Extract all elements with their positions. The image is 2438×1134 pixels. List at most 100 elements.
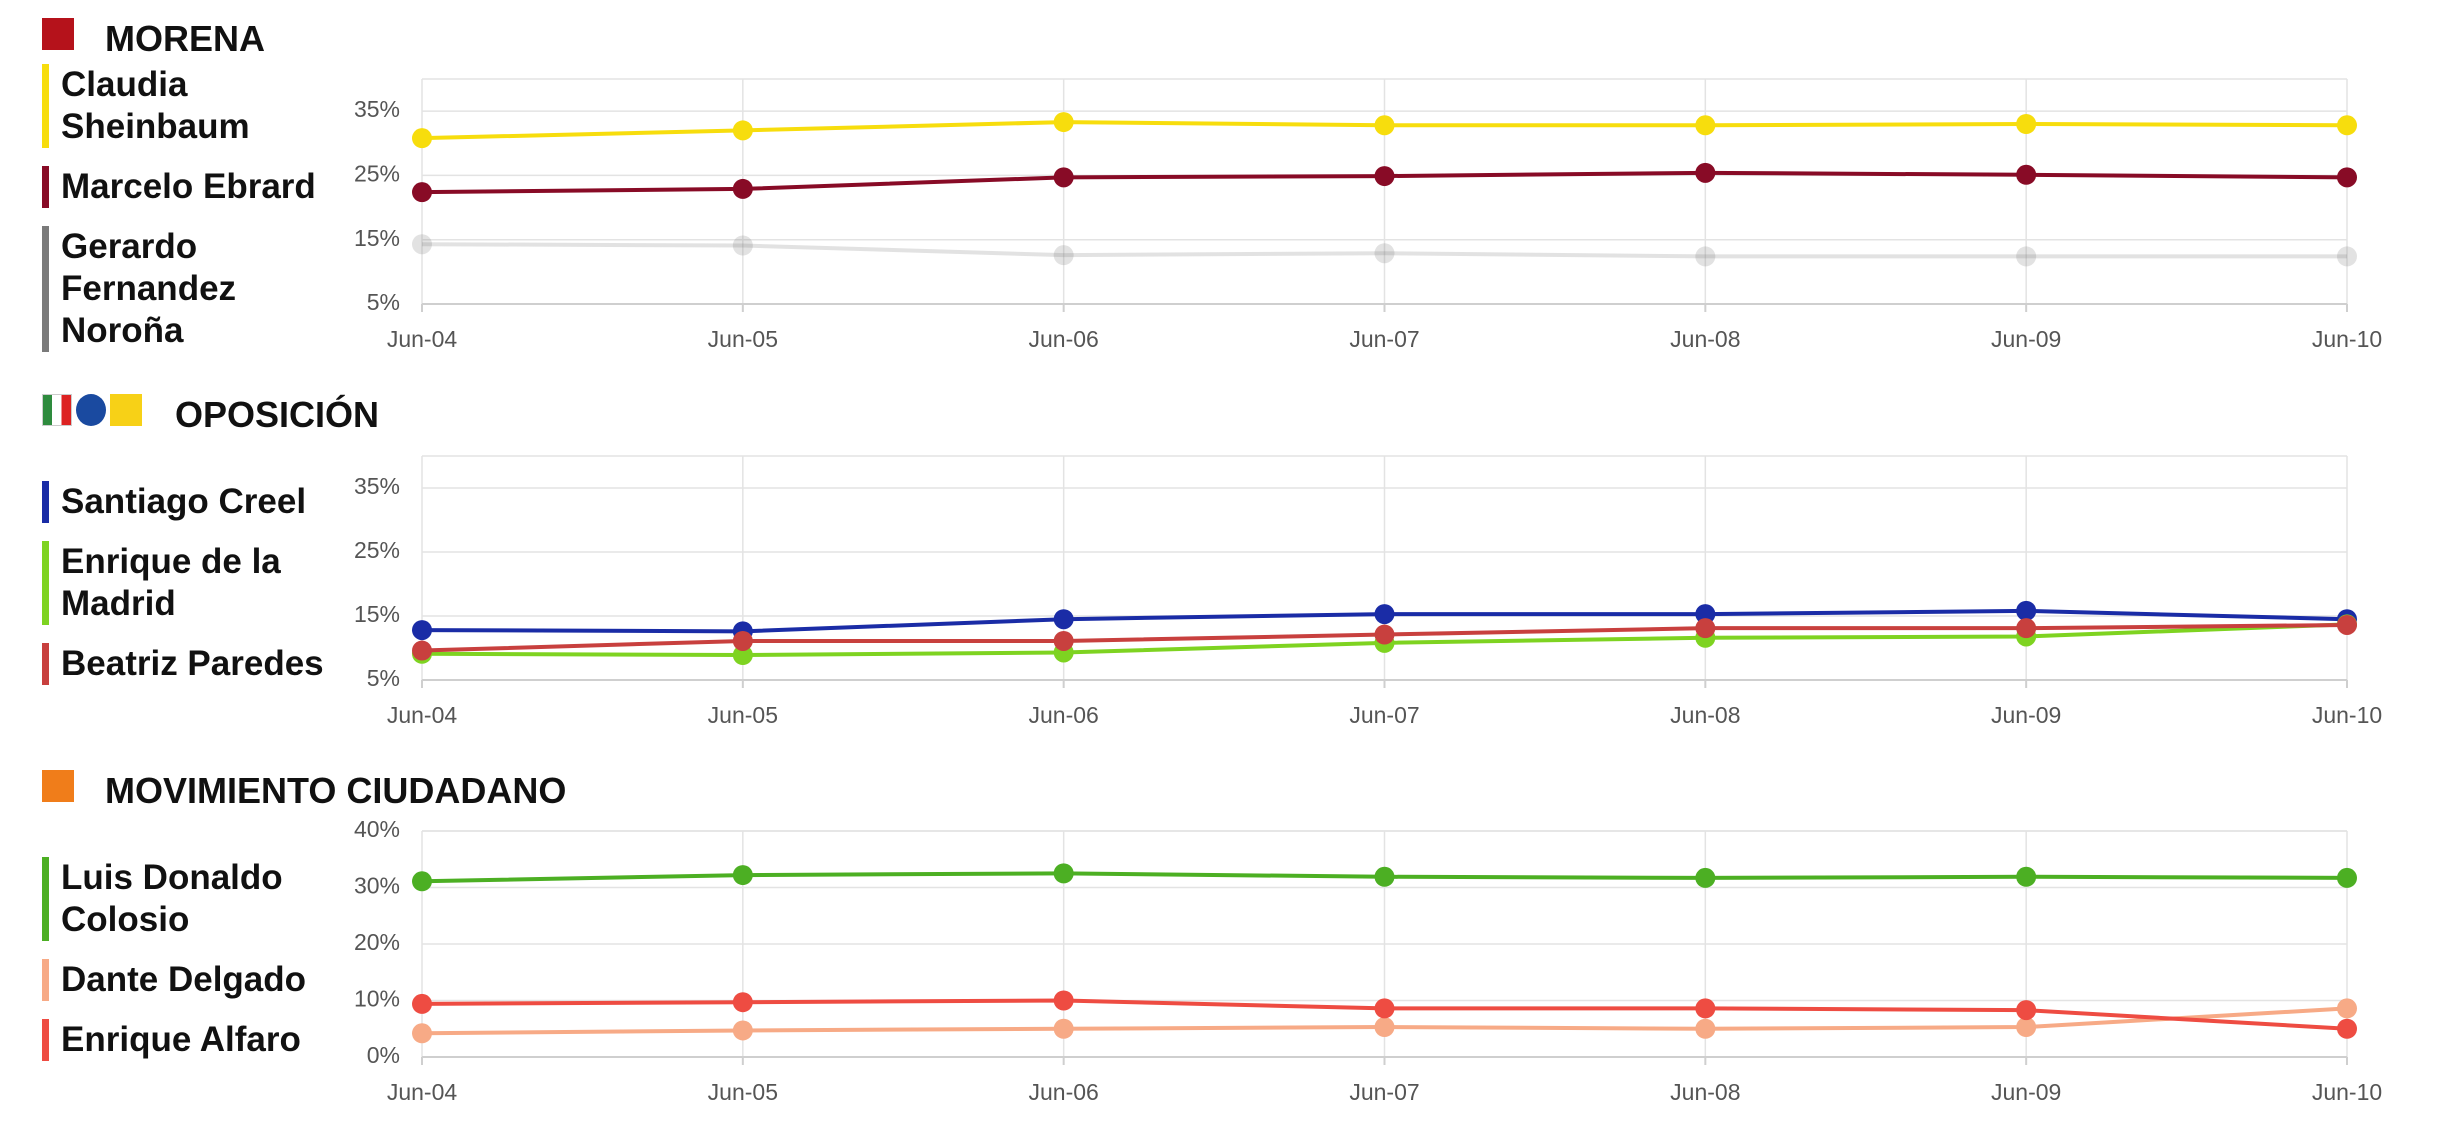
point xyxy=(732,1020,753,1041)
pan-logo xyxy=(76,394,106,426)
point xyxy=(1053,167,1074,188)
x-tick-label: Jun-07 xyxy=(1349,1079,1419,1105)
legend-item[interactable]: Dante Delgado xyxy=(42,959,342,1001)
point xyxy=(2337,1018,2357,1039)
point xyxy=(412,871,432,892)
legend-swatch xyxy=(42,226,49,352)
point xyxy=(2016,1017,2037,1038)
x-tick-label: Jun-10 xyxy=(2312,702,2382,728)
x-tick-label: Jun-09 xyxy=(1991,702,2061,728)
point xyxy=(1695,115,1716,136)
point xyxy=(1695,618,1716,639)
point xyxy=(732,992,753,1013)
legend-item[interactable]: Enrique Alfaro xyxy=(42,1019,342,1061)
y-tick-label: 10% xyxy=(354,986,400,1012)
y-tick-label: 25% xyxy=(354,537,400,563)
point xyxy=(1374,115,1395,136)
legend: Claudia Sheinbaum Marcelo Ebrard Gerardo F… xyxy=(42,64,342,352)
legend-swatch xyxy=(42,541,49,625)
point xyxy=(1374,998,1395,1019)
point xyxy=(2337,167,2357,188)
morena-logo xyxy=(42,18,74,50)
point xyxy=(1695,998,1716,1019)
point xyxy=(1053,609,1074,630)
legend-item[interactable]: Santiago Creel xyxy=(42,481,342,523)
point xyxy=(1053,112,1074,133)
legend-swatch xyxy=(42,959,49,1001)
point xyxy=(2016,866,2037,887)
point xyxy=(1695,604,1716,625)
point xyxy=(2337,614,2357,635)
x-tick-label: Jun-05 xyxy=(708,1079,778,1105)
point xyxy=(412,1023,432,1044)
point xyxy=(2337,867,2357,888)
y-tick-label: 25% xyxy=(354,161,400,187)
point xyxy=(1053,990,1074,1011)
point xyxy=(2337,246,2357,267)
legend-swatch xyxy=(42,481,49,523)
legend-label: Santiago Creel xyxy=(61,482,307,521)
y-tick-label: 35% xyxy=(354,473,400,499)
pri-logo xyxy=(42,394,72,426)
x-tick-label: Jun-09 xyxy=(1991,1079,2061,1105)
point xyxy=(2016,600,2037,621)
legend-item[interactable]: Luis Donaldo Colosio xyxy=(42,857,342,941)
point xyxy=(2016,246,2037,267)
prd-logo xyxy=(110,394,142,426)
mc-logo xyxy=(42,770,74,802)
x-tick-label: Jun-09 xyxy=(1991,326,2061,352)
x-tick-label: Jun-04 xyxy=(387,326,458,352)
point xyxy=(732,645,753,666)
legend-swatch xyxy=(42,64,49,148)
section-title: MOVIMIENTO CIUDADANO xyxy=(105,770,567,811)
legend-item[interactable]: Beatriz Paredes xyxy=(42,643,342,685)
point xyxy=(1374,604,1395,625)
x-tick-label: Jun-06 xyxy=(1029,702,1099,728)
x-tick-label: Jun-10 xyxy=(2312,326,2382,352)
x-tick-label: Jun-07 xyxy=(1349,326,1419,352)
legend-label: Gerardo Fernandez Noroña xyxy=(61,227,237,350)
legend-item[interactable]: Enrique de la Madrid xyxy=(42,541,342,625)
point xyxy=(2337,115,2357,136)
legend-item[interactable]: Claudia Sheinbaum xyxy=(42,64,342,148)
point xyxy=(2016,164,2037,185)
x-tick-label: Jun-04 xyxy=(387,1079,458,1105)
legend: Santiago Creel Enrique de la Madrid Beatri… xyxy=(42,481,342,685)
section-title: OPOSICIÓN xyxy=(175,394,380,435)
legend-label: Marcelo Ebrard xyxy=(61,167,316,206)
legend-item[interactable]: Marcelo Ebrard xyxy=(42,166,342,208)
point xyxy=(1053,630,1074,651)
point xyxy=(732,630,753,651)
point xyxy=(2016,1000,2037,1021)
legend-swatch xyxy=(42,857,49,941)
point xyxy=(2337,998,2357,1019)
x-tick-label: Jun-08 xyxy=(1670,702,1740,728)
legend-label: Beatriz Paredes xyxy=(61,644,324,683)
point xyxy=(1374,243,1395,264)
point xyxy=(412,993,432,1014)
point xyxy=(412,128,432,149)
legend-swatch xyxy=(42,166,49,208)
point xyxy=(1374,1017,1395,1038)
point xyxy=(1374,624,1395,645)
point xyxy=(1695,246,1716,267)
legend-item[interactable]: Gerardo Fernandez Noroña xyxy=(42,226,342,352)
series-line xyxy=(421,242,2347,259)
x-tick-label: Jun-08 xyxy=(1670,326,1740,352)
point xyxy=(1695,162,1716,183)
x-tick-label: Jun-05 xyxy=(708,326,778,352)
x-tick-label: Jun-04 xyxy=(387,702,458,728)
x-tick-label: Jun-06 xyxy=(1029,326,1099,352)
point xyxy=(412,234,432,255)
legend-swatch xyxy=(42,643,49,685)
x-tick-label: Jun-10 xyxy=(2312,1079,2382,1105)
point xyxy=(1374,166,1395,187)
y-tick-label: 30% xyxy=(354,873,400,899)
y-tick-label: 35% xyxy=(354,96,400,122)
x-tick-label: Jun-05 xyxy=(708,702,778,728)
legend-label: Enrique Alfaro xyxy=(61,1020,301,1059)
x-tick-label: Jun-08 xyxy=(1670,1079,1740,1105)
point xyxy=(2016,618,2037,639)
point xyxy=(1695,1018,1716,1039)
x-tick-label: Jun-07 xyxy=(1349,702,1419,728)
